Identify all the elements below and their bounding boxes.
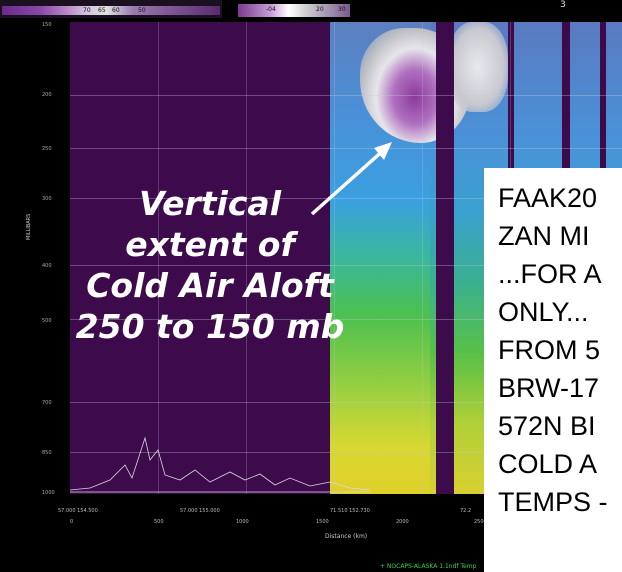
cold-air-region (448, 22, 508, 112)
annotation-arrow (290, 130, 400, 230)
y-tick-label: 1000 (42, 490, 55, 496)
forecast-text-line: 572N BI (498, 411, 596, 442)
x-position-label: 57.000 154.500 (58, 508, 98, 514)
annotation-line: Cold Air Aloft (60, 265, 360, 306)
y-tick-label: 700 (42, 400, 52, 406)
y-tick-label: 200 (42, 92, 52, 98)
forecast-text-line: ...FOR A (498, 259, 602, 290)
forecast-text-line: FAAK20 (498, 183, 597, 214)
forecast-text-line: TEMPS - (498, 487, 608, 518)
forecast-text-line: ONLY... (498, 297, 589, 328)
y-tick-label: 850 (42, 450, 52, 456)
x-tick-label: 500 (154, 519, 164, 525)
colorbar-tick: 50 (138, 6, 146, 15)
colorbar-tick: 60 (112, 6, 120, 15)
color-ramp (2, 6, 220, 15)
colorbar-tick: 30 (338, 6, 346, 13)
annotation-line: 250 to 150 mb (60, 306, 360, 347)
x-tick-label: 0 (70, 519, 73, 525)
forecast-text-line: ZAN MI (498, 221, 590, 252)
y-tick-label: 250 (42, 146, 52, 152)
colorbar-tick: 20 (316, 6, 324, 13)
forecast-text-line: COLD A (498, 449, 597, 480)
colorbar-tick: 65 (98, 6, 106, 15)
y-axis-title: MILLIBARS (26, 214, 32, 240)
forecast-text-line: FROM 5 (498, 335, 600, 366)
footer-caption: + NOCAPS-ALASKA 1.1ndf Temp (380, 563, 476, 570)
colorbar-tick: -04 (266, 6, 276, 13)
forecast-text-panel: FAAK20 ZAN MI ...FOR A ONLY... FROM 5 BR… (484, 168, 622, 572)
data-gap (436, 22, 454, 494)
x-position-label: 72.2 (460, 508, 471, 514)
grid-line (70, 95, 622, 96)
y-tick-label: 150 (42, 22, 52, 28)
annotation-line: extent of (60, 224, 360, 265)
y-tick-label: 400 (42, 263, 52, 269)
x-tick-label: 2000 (396, 519, 409, 525)
y-tick-label: 300 (42, 196, 52, 202)
color-scale-bar-secondary: -04 20 30 (238, 4, 350, 17)
grid-line (422, 22, 423, 494)
y-tick-label: 500 (42, 318, 52, 324)
terrain-profile (70, 430, 370, 494)
x-position-label: 57.000 155.000 (180, 508, 220, 514)
forecast-text-line: BRW-17 (498, 373, 599, 404)
x-position-label: 71.510 152.730 (330, 508, 370, 514)
x-axis-title: Distance (km) (325, 533, 367, 540)
colorbar-tick: 70 (83, 6, 91, 15)
color-scale-bar: 70 65 60 50 (0, 0, 222, 18)
x-tick-label: 1500 (316, 519, 329, 525)
corner-label: 3 (560, 0, 576, 10)
x-tick-label: 1000 (236, 519, 249, 525)
